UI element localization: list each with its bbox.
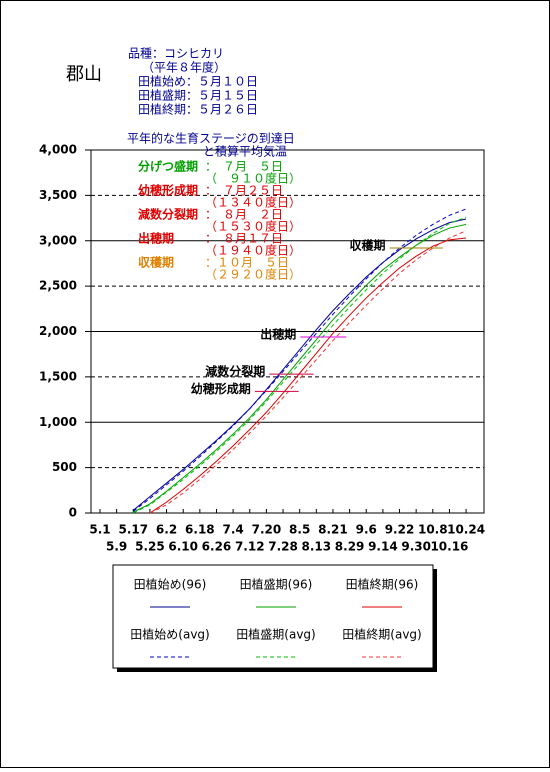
x-tick-label: 6.18 xyxy=(185,523,215,537)
legend-label: 田植始め(96) xyxy=(134,577,207,592)
stage-dd: （２９２０度日） xyxy=(205,267,301,282)
subtitle: 平年的な生育ステージの到達日 xyxy=(127,131,295,146)
stage-line-label: 収穫期 xyxy=(350,238,386,253)
stage-date: ： ８月 ２日 xyxy=(205,208,283,222)
stage-label: 減数分裂期 xyxy=(138,207,198,222)
series-line xyxy=(133,216,467,514)
y-tick-label: 3,000 xyxy=(39,233,77,247)
info-text: 品種：コシヒカリ xyxy=(128,47,224,61)
legend-box xyxy=(112,564,434,669)
stage-line-label: 幼穂形成期 xyxy=(191,381,251,396)
stage-label: 分げつ盛期 xyxy=(138,159,198,174)
x-tick-label: 9.14 xyxy=(368,540,398,554)
x-tick-label: 8.13 xyxy=(302,540,332,554)
stage-dd: （ ９１０度日） xyxy=(205,171,301,186)
y-tick-label: 0 xyxy=(69,506,77,520)
x-tick-label: 7.4 xyxy=(222,523,243,537)
x-tick-label: 8.5 xyxy=(289,523,310,537)
subtitle: と積算平均気温 xyxy=(203,144,287,159)
x-tick-label: 9.6 xyxy=(356,523,377,537)
stage-date: ： ７月２５日 xyxy=(205,184,283,198)
x-tick-label: 8.29 xyxy=(335,540,365,554)
stage-label: 幼穂形成期 xyxy=(138,183,198,198)
info-text: 田植始め：５月１０日 xyxy=(138,74,258,89)
info-text: 田植盛期：５月１５日 xyxy=(138,88,258,103)
x-tick-label: 5.25 xyxy=(135,540,165,554)
x-tick-label: 6.26 xyxy=(202,540,232,554)
stage-dd: （１９４０度日） xyxy=(205,243,301,258)
x-tick-label: 6.2 xyxy=(156,523,177,537)
stage-date: ： ７月 ５日 xyxy=(205,160,283,174)
stage-line-label: 減数分裂期 xyxy=(205,364,265,379)
x-tick-label: 8.21 xyxy=(318,523,348,537)
x-tick-label: 9.30 xyxy=(401,540,431,554)
legend-label: 田植始め(avg) xyxy=(130,627,209,642)
series-line xyxy=(132,218,467,511)
x-tick-label: 5.9 xyxy=(106,540,127,554)
legend-label: 田植盛期(96) xyxy=(240,577,313,592)
info-text: （平年８年度） xyxy=(142,60,226,75)
legend-label: 田植盛期(avg) xyxy=(236,627,315,642)
y-tick-label: 2,500 xyxy=(39,279,77,293)
stage-dd: （１３４０度日） xyxy=(205,195,301,210)
stage-date: ： ８月１７日 xyxy=(205,232,283,246)
series-line xyxy=(133,223,467,513)
stage-date: ：１０月 ５日 xyxy=(205,256,289,270)
y-tick-label: 4,000 xyxy=(39,143,77,157)
location: 郡山 xyxy=(66,64,102,85)
stage-label: 収穫期 xyxy=(138,255,174,270)
legend-label: 田植終期(96) xyxy=(346,577,419,592)
y-tick-label: 1,500 xyxy=(39,369,77,383)
y-tick-label: 1,000 xyxy=(39,415,77,429)
stage-dd: （１５３０度日） xyxy=(205,219,301,234)
stage-line-label: 出穂期 xyxy=(260,326,296,341)
series-line xyxy=(149,237,467,514)
legend-label: 田植終期(avg) xyxy=(342,627,421,642)
x-tick-label: 9.22 xyxy=(385,523,415,537)
y-tick-label: 500 xyxy=(52,460,77,474)
x-tick-label: 10.8 xyxy=(418,523,448,537)
info-text: 田植終期：５月２６日 xyxy=(138,102,258,117)
x-tick-label: 5.1 xyxy=(89,523,110,537)
x-tick-label: 10.24 xyxy=(447,523,485,537)
x-tick-label: 5.17 xyxy=(118,523,148,537)
x-tick-label: 7.28 xyxy=(268,540,298,554)
x-tick-label: 10.16 xyxy=(430,540,468,554)
stage-label: 出穂期 xyxy=(138,231,174,246)
series-line xyxy=(149,230,467,514)
series-line xyxy=(132,208,467,512)
x-tick-label: 7.20 xyxy=(252,523,282,537)
y-tick-label: 2,000 xyxy=(39,324,77,338)
x-tick-label: 7.12 xyxy=(235,540,265,554)
y-tick-label: 3,500 xyxy=(39,188,77,202)
x-tick-label: 6.10 xyxy=(168,540,198,554)
